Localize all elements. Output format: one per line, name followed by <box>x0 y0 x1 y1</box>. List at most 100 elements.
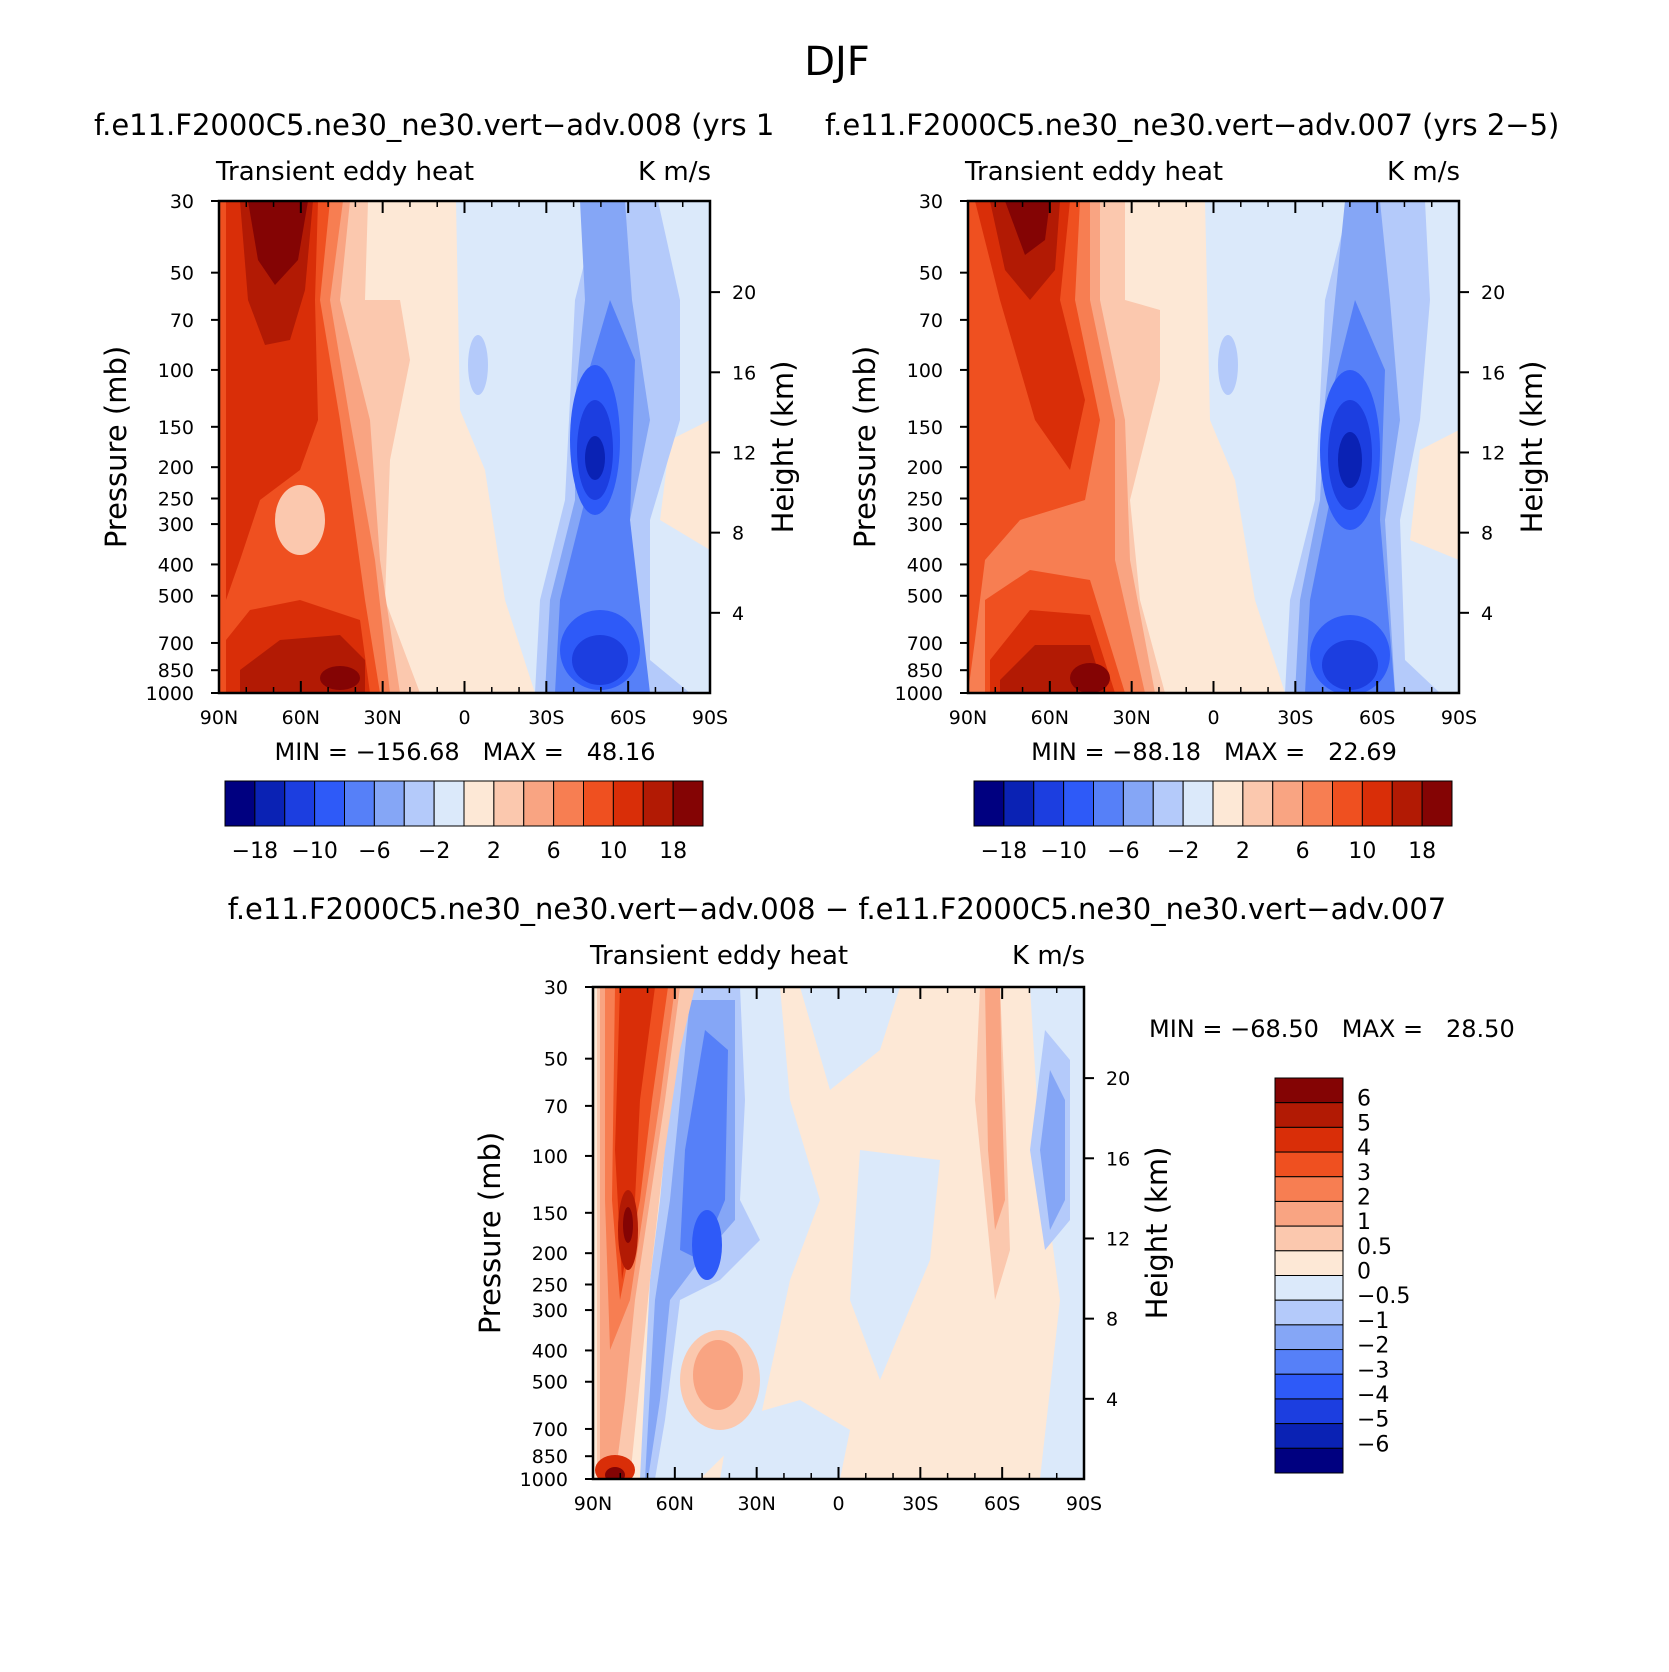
panel-2-colorbar-label: 18 <box>1408 839 1436 864</box>
panel-1-ytick-label: 50 <box>170 263 194 285</box>
panel-2-xtick-label: 60N <box>1031 707 1069 729</box>
panel-1-colorbar-label: 2 <box>487 839 501 864</box>
panel-3-right-label: K m/s <box>1012 941 1085 971</box>
panel-2-left-label: Transient eddy heat <box>964 157 1223 187</box>
panel-3-plot-area <box>593 987 1084 1479</box>
panel-1-colorbar-swatch <box>672 780 704 827</box>
panel-3-colorbar-label: −0.5 <box>1357 1284 1410 1309</box>
panel-2-colorbar-label: 10 <box>1348 839 1376 864</box>
panel-1-colorbar-label: 18 <box>659 839 687 864</box>
panel-1-colorbar-swatch <box>373 780 405 827</box>
panel-1: f.e11.F2000C5.ne30_ne30.vert−adv.008 (yr… <box>94 108 800 864</box>
panel-3-xtick-label: 0 <box>832 1493 844 1515</box>
panel-2-ytick-label: 200 <box>907 457 943 479</box>
panel-3-colorbar-label: 6 <box>1357 1087 1371 1112</box>
panel-1-colorbar-swatch <box>224 780 256 827</box>
panel-1-colorbar-label: −18 <box>232 839 278 864</box>
panel-3-xtick-label: 30S <box>902 1493 938 1515</box>
panel-1-colorbar-swatch <box>612 780 644 827</box>
panel-1-colorbar-swatch <box>344 780 375 827</box>
panel-1-xtick-label: 90N <box>200 707 238 729</box>
panel-3-colorbar-swatch <box>1274 1077 1344 1104</box>
panel-1-ytick-label: 30 <box>170 191 194 213</box>
panel-2-htick-label: 20 <box>1481 282 1505 304</box>
panel-3-ytick-label: 70 <box>544 1096 568 1118</box>
panel-2-htick-label: 8 <box>1481 523 1493 545</box>
panel-2-xtick-label: 0 <box>1207 707 1219 729</box>
panel-3-ytick-label: 100 <box>532 1146 568 1168</box>
panel-3-colorbar-swatch <box>1274 1250 1344 1276</box>
panel-2-ytick-label: 300 <box>907 514 943 536</box>
panel-1-htick-label: 16 <box>732 362 756 384</box>
panel-1-colorbar-swatch <box>463 780 495 827</box>
panel-3-colorbar-swatch <box>1274 1447 1344 1474</box>
panel-2-colorbar-swatch <box>1093 780 1124 827</box>
panel-2-colorbar-swatch <box>1361 780 1393 827</box>
panel-2-ytick-label: 250 <box>907 488 943 510</box>
panel-3-colorbar-label: −6 <box>1357 1432 1389 1457</box>
panel-2-ytick-label: 500 <box>907 586 943 608</box>
panel-1-ytick-label: 200 <box>158 457 194 479</box>
panel-1-title: f.e11.F2000C5.ne30_ne30.vert−adv.008 (yr… <box>94 108 774 142</box>
panel-2-ytick-label: 700 <box>907 633 943 655</box>
panel-2-ytick-label: 100 <box>907 360 943 382</box>
panel-1-colorbar-label: 6 <box>547 839 561 864</box>
panel-3-colorbar-swatch <box>1274 1102 1344 1128</box>
panel-3-colorbar-label: 2 <box>1357 1185 1371 1210</box>
panel-1-ytick-label: 150 <box>158 417 194 439</box>
panel-2-ytick-label: 850 <box>907 660 943 682</box>
panel-2-colorbar-swatch <box>1182 780 1214 827</box>
panel-1-ytick-label: 100 <box>158 360 194 382</box>
panel-3-neg-region-e <box>720 1400 850 1479</box>
panel-2-positive-east <box>1410 430 1459 560</box>
panel-3-neg-region-b <box>800 987 900 1090</box>
panel-2-ylabel: Pressure (mb) <box>848 346 882 548</box>
panel-2-ytick-label: 1000 <box>895 683 943 705</box>
panel-2-ylabel-right: Height (km) <box>1515 361 1549 534</box>
panel-3-red-l7 <box>623 1207 633 1243</box>
panel-1-ytick-label: 400 <box>158 554 194 576</box>
panel-2: f.e11.F2000C5.ne30_ne30.vert−adv.007 (yr… <box>825 108 1559 864</box>
panel-1-colorbar-swatch <box>433 780 465 827</box>
panel-2-ytick-label: 30 <box>919 191 943 213</box>
panel-1-colorbar-swatch <box>403 780 435 827</box>
panel-2-xtick-label: 30N <box>1112 707 1150 729</box>
panel-3-ytick-label: 400 <box>532 1340 568 1362</box>
panel-3-xtick-label: 90N <box>574 1493 612 1515</box>
panel-1-colorbar-swatch <box>642 780 674 827</box>
panel-2-colorbar-swatch <box>1212 780 1244 827</box>
panel-2-xtick-label: 90N <box>949 707 987 729</box>
panel-2-ytick-label: 400 <box>907 554 943 576</box>
panel-1-ylabel: Pressure (mb) <box>99 346 133 548</box>
panel-2-colorbar-label: 2 <box>1236 839 1250 864</box>
panel-2-colorbar-label: 6 <box>1296 839 1310 864</box>
panel-3-colorbar-swatch <box>1274 1126 1344 1153</box>
panel-2-colorbar-swatch <box>1033 780 1065 827</box>
panel-1-pink-bubble <box>275 485 325 555</box>
panel-2-colorbar-swatch <box>1302 780 1333 827</box>
panel-1-xtick-label: 60N <box>282 707 320 729</box>
panel-1-htick-label: 4 <box>732 603 744 625</box>
panel-2-ytick-label: 150 <box>907 417 943 439</box>
panel-1-ytick-label: 500 <box>158 586 194 608</box>
panel-3-ytick-label: 1000 <box>520 1469 568 1491</box>
panel-2-colorbar-label: −18 <box>981 839 1027 864</box>
panel-2-colorbar-swatch <box>1063 780 1094 827</box>
panel-3-left-label: Transient eddy heat <box>589 941 848 971</box>
panel-3-colorbar-swatch <box>1274 1151 1344 1178</box>
panel-3-min-max: MIN = −68.50 MAX = 28.50 <box>1149 1015 1515 1043</box>
panel-2-ytick-label: 70 <box>919 310 943 332</box>
panel-3-colorbar-label: 4 <box>1357 1136 1371 1161</box>
panel-1-colorbar: −18 −10 −6 −2 2 6 10 18 <box>224 780 704 864</box>
panel-1-red-low-dark <box>320 666 360 690</box>
panel-3-colorbar-swatch <box>1274 1324 1344 1351</box>
panel-2-colorbar-swatch <box>1003 780 1035 827</box>
panel-3-colorbar-swatch <box>1274 1275 1344 1301</box>
panel-1-blue-small <box>468 335 488 395</box>
panel-3-colorbar-label: −2 <box>1357 1334 1389 1359</box>
panel-3-xtick-label: 60S <box>984 1493 1020 1515</box>
panel-3-colorbar-swatch <box>1274 1423 1344 1449</box>
panel-1-ytick-label: 70 <box>170 310 194 332</box>
panel-2-title: f.e11.F2000C5.ne30_ne30.vert−adv.007 (yr… <box>825 108 1559 142</box>
